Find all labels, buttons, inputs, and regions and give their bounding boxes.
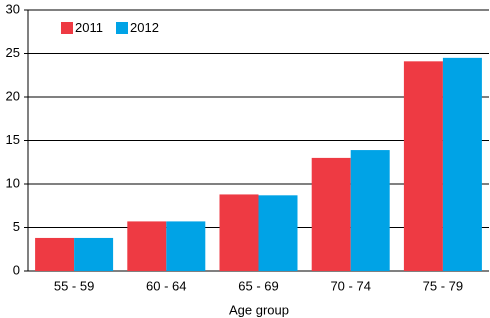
legend-swatch bbox=[61, 22, 73, 34]
y-tick-label: 15 bbox=[6, 132, 20, 147]
bar bbox=[74, 237, 114, 271]
x-tick-label: 70 - 74 bbox=[330, 278, 370, 293]
bar bbox=[442, 57, 482, 271]
legend-swatch bbox=[116, 22, 128, 34]
x-tick-label: 65 - 69 bbox=[238, 278, 278, 293]
x-tick-label: 60 - 64 bbox=[146, 278, 186, 293]
bar bbox=[258, 195, 298, 271]
y-tick-label: 30 bbox=[6, 1, 20, 16]
bar bbox=[35, 237, 75, 271]
y-tick-label: 0 bbox=[13, 262, 20, 277]
x-axis-label: Age group bbox=[229, 302, 289, 317]
y-tick-label: 25 bbox=[6, 45, 20, 60]
y-tick-label: 5 bbox=[13, 219, 20, 234]
bar bbox=[403, 61, 443, 271]
legend-label: 2012 bbox=[130, 20, 159, 35]
x-tick-label: 55 - 59 bbox=[54, 278, 94, 293]
bar bbox=[127, 221, 167, 271]
bar bbox=[219, 194, 259, 271]
x-tick-label: 75 - 79 bbox=[423, 278, 463, 293]
legend-label: 2011 bbox=[75, 20, 103, 35]
y-tick-label: 10 bbox=[6, 175, 20, 190]
bar bbox=[166, 221, 206, 271]
y-tick-label: 20 bbox=[6, 88, 20, 103]
bar bbox=[311, 157, 351, 271]
bar bbox=[350, 150, 390, 271]
